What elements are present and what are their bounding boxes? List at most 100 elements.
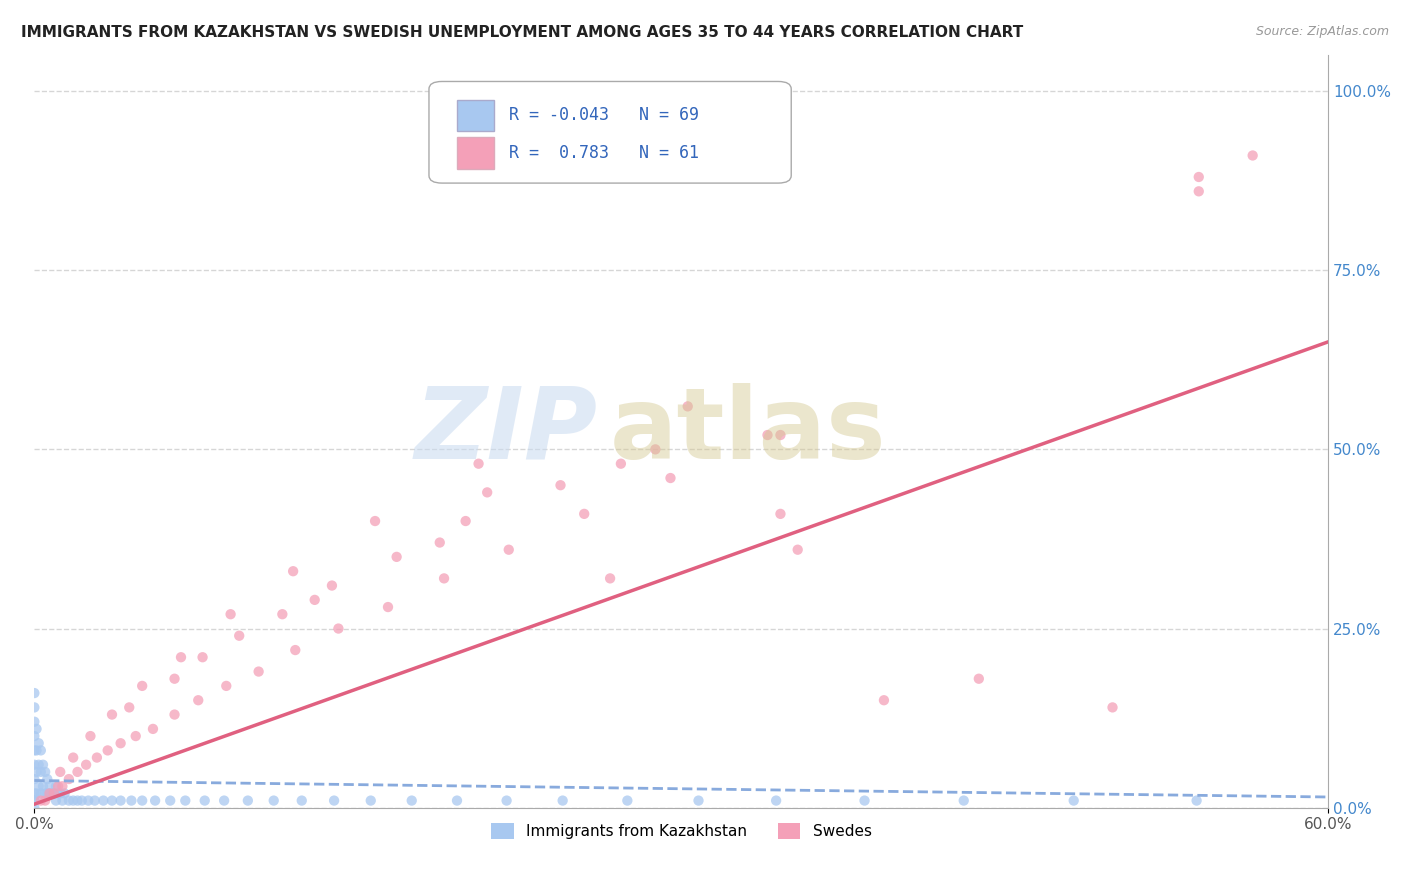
Point xyxy=(131,679,153,693)
Text: R =  0.783   N = 61: R = 0.783 N = 61 xyxy=(509,144,699,162)
Point xyxy=(25,743,48,757)
Point xyxy=(58,772,80,786)
Point xyxy=(28,779,51,793)
Point xyxy=(446,794,468,808)
Point xyxy=(610,457,633,471)
Point xyxy=(219,607,242,622)
Point xyxy=(38,786,60,800)
Point xyxy=(769,507,792,521)
Point xyxy=(191,650,214,665)
Point xyxy=(360,794,382,808)
Point xyxy=(284,643,307,657)
Point xyxy=(853,794,876,808)
Text: Source: ZipAtlas.com: Source: ZipAtlas.com xyxy=(1256,25,1389,38)
Point xyxy=(159,794,181,808)
Point xyxy=(163,707,186,722)
Point xyxy=(66,764,89,779)
Point xyxy=(551,794,574,808)
Point xyxy=(247,665,270,679)
Point xyxy=(34,764,56,779)
Point xyxy=(786,542,808,557)
Point xyxy=(429,535,451,549)
Point xyxy=(46,786,69,800)
Point xyxy=(1323,794,1346,808)
Point xyxy=(616,794,638,808)
Point xyxy=(30,794,52,808)
Point xyxy=(364,514,387,528)
Point xyxy=(187,693,209,707)
Point xyxy=(477,485,499,500)
Point xyxy=(93,794,115,808)
Point xyxy=(25,722,48,736)
Point xyxy=(83,794,105,808)
Point xyxy=(498,542,520,557)
Point xyxy=(142,722,165,736)
Point xyxy=(644,442,666,457)
Point xyxy=(42,786,65,800)
Point xyxy=(25,764,48,779)
Point xyxy=(62,794,84,808)
Point xyxy=(236,794,259,808)
Point xyxy=(22,801,45,815)
Point xyxy=(62,750,84,764)
Point xyxy=(37,772,59,786)
Text: ZIP: ZIP xyxy=(415,383,598,480)
Point xyxy=(30,786,52,800)
Point xyxy=(433,571,456,585)
Point xyxy=(49,786,72,800)
Point xyxy=(873,693,896,707)
Point xyxy=(28,757,51,772)
Point xyxy=(77,794,100,808)
Point xyxy=(66,794,89,808)
Point xyxy=(41,786,63,800)
Point xyxy=(328,622,350,636)
Point xyxy=(45,794,67,808)
Point xyxy=(125,729,148,743)
Point xyxy=(22,757,45,772)
Point xyxy=(32,757,55,772)
Text: R = -0.043   N = 69: R = -0.043 N = 69 xyxy=(509,106,699,124)
Point xyxy=(46,779,69,793)
Point xyxy=(22,772,45,786)
Point xyxy=(22,729,45,743)
FancyBboxPatch shape xyxy=(457,100,494,131)
Point xyxy=(30,743,52,757)
Point xyxy=(1185,794,1208,808)
Point xyxy=(291,794,314,808)
Point xyxy=(97,743,120,757)
Point xyxy=(769,428,792,442)
Point xyxy=(756,428,779,442)
Point xyxy=(28,736,51,750)
Point xyxy=(304,593,326,607)
Point xyxy=(163,672,186,686)
Point xyxy=(401,794,423,808)
Point xyxy=(495,794,517,808)
Point xyxy=(49,764,72,779)
Point xyxy=(550,478,572,492)
Point xyxy=(688,794,710,808)
Point xyxy=(194,794,217,808)
Point xyxy=(377,600,399,615)
Point xyxy=(271,607,294,622)
Point xyxy=(281,564,304,578)
Point xyxy=(118,700,141,714)
Point xyxy=(37,786,59,800)
Point xyxy=(22,714,45,729)
Point xyxy=(30,764,52,779)
Point xyxy=(51,794,73,808)
Point xyxy=(323,794,346,808)
Point xyxy=(215,679,238,693)
Point xyxy=(110,794,132,808)
Point xyxy=(25,786,48,800)
Point xyxy=(1063,794,1085,808)
Point xyxy=(75,757,97,772)
Point xyxy=(263,794,285,808)
Point xyxy=(1101,700,1123,714)
Point xyxy=(22,794,45,808)
Point xyxy=(212,794,235,808)
Point xyxy=(51,779,73,793)
Point xyxy=(22,743,45,757)
Point xyxy=(1188,169,1211,184)
Point xyxy=(38,779,60,793)
Point xyxy=(599,571,621,585)
